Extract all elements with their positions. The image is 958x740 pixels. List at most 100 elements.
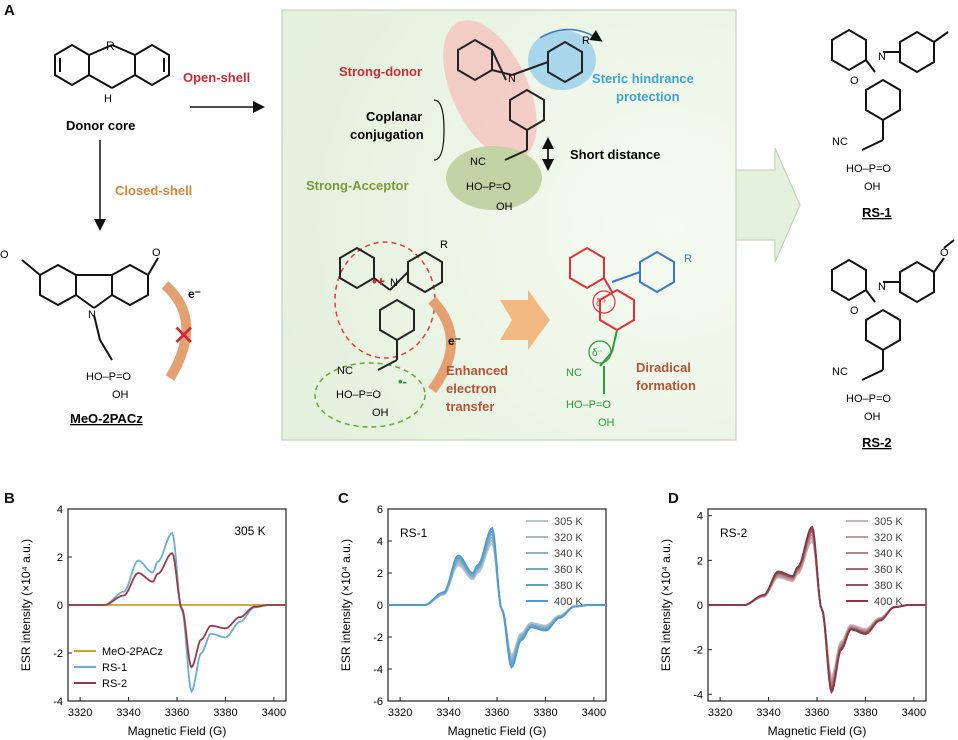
- rs-core-structure: [457, 38, 583, 161]
- sample-annotation: RS-1: [400, 526, 428, 540]
- legend-label: 400 K: [874, 596, 903, 608]
- short-distance-label: Short distance: [570, 147, 660, 162]
- diradical-r: R: [684, 253, 692, 265]
- delta-plus-circle: [592, 290, 616, 314]
- chart-b: 3320 3340 3360 3380 3400 -4 -2 0 2 4 Magnetic Fiel…: [19, 504, 287, 738]
- donor-core-r-atom: R: [106, 39, 115, 53]
- y-tick-label: -4: [53, 696, 63, 708]
- enhanced-label-1: Enhanced: [446, 363, 508, 378]
- steric-label-2: protection: [616, 89, 680, 104]
- meo-blocked-arrow: [161, 281, 192, 381]
- rs-core-nc: NC: [470, 156, 486, 168]
- rs-2-structure: [831, 239, 955, 381]
- y-axis-label: ESR intensity (×10⁴ a.u.): [659, 539, 673, 671]
- lower-r: R: [440, 239, 448, 251]
- diradical-label-2: formation: [636, 378, 696, 393]
- delta-minus-circle: [588, 340, 612, 364]
- y-tick-label: 6: [377, 504, 383, 516]
- x-tick-label: 3380: [213, 707, 237, 719]
- x-tick-label: 3400: [902, 707, 926, 719]
- series-line-400-k: [708, 525, 926, 695]
- x-tick-label: 3340: [116, 707, 140, 719]
- rs-core-n: N: [508, 73, 516, 85]
- rs1-nc: NC: [832, 136, 848, 148]
- diradical-nc: NC: [566, 367, 582, 379]
- strong-acceptor-label: Strong-Acceptor: [306, 178, 409, 193]
- rs-core-r: R: [582, 35, 590, 47]
- diradical-oh: OH: [598, 417, 615, 429]
- x-tick-label: 3400: [262, 707, 286, 719]
- y-tick-label: -4: [693, 689, 703, 701]
- panel-letter-a: A: [4, 2, 15, 19]
- x-tick-label: 3380: [533, 707, 557, 719]
- blocked-cross-icon: ✕: [172, 320, 195, 351]
- sample-annotation: RS-2: [720, 526, 748, 540]
- x-axis-label: Magnetic Field (G): [768, 724, 867, 738]
- legend-label: 305 K: [554, 516, 583, 528]
- y-axis-label: ESR intensity (×10⁴ a.u.): [19, 539, 33, 671]
- rs1-n: N: [878, 51, 886, 63]
- donor-core-structure: [54, 43, 170, 89]
- y-tick-label: 4: [377, 536, 383, 548]
- delta-minus-label: δ⁻: [592, 348, 603, 359]
- acceptor-highlight: [446, 146, 542, 210]
- acceptor-dashed-circle: [314, 362, 426, 428]
- x-tick-label: 3360: [165, 707, 189, 719]
- radical-anion-mark: •-: [398, 374, 407, 389]
- y-tick-label: 0: [57, 600, 63, 612]
- chart-d: 3320 3340 3360 3380 3400 -4 -2 0 2 4 Magnetic Fiel…: [659, 508, 927, 738]
- x-axis-label: Magnetic Field (G): [128, 724, 227, 738]
- diradical-structure: [569, 246, 675, 394]
- series-line-rs-1: [68, 531, 286, 694]
- x-tick-label: 3320: [708, 707, 732, 719]
- x-tick-label: 3400: [582, 707, 606, 719]
- diradical-po: HO–P=O: [566, 399, 611, 411]
- steric-highlight: [528, 30, 596, 90]
- legend-label: 320 K: [554, 532, 583, 544]
- y-tick-label: 0: [697, 600, 703, 612]
- legend-label: 305 K: [874, 516, 903, 528]
- x-tick-label: 3380: [853, 707, 877, 719]
- x-tick-label: 3320: [388, 707, 412, 719]
- donor-core-label: Donor core: [66, 118, 135, 133]
- diradical-arrow: [500, 290, 550, 350]
- rs2-oh: OH: [864, 411, 881, 423]
- rs1-oh: OH: [864, 181, 881, 193]
- delta-plus-label: δ⁺: [596, 298, 607, 309]
- rs-core-po: HO–P=O: [466, 181, 511, 193]
- rs1-po: HO–P=O: [846, 163, 891, 175]
- series-line-rs-2: [68, 552, 286, 669]
- closed-shell-label: Closed-shell: [115, 183, 192, 198]
- y-tick-label: 2: [377, 568, 383, 580]
- lower-oh: OH: [372, 407, 389, 419]
- x-tick-label: 3340: [756, 707, 780, 719]
- open-shell-label: Open-shell: [183, 70, 250, 85]
- enhanced-label-3: transfer: [446, 399, 494, 414]
- legend-label: RS-2: [102, 678, 127, 690]
- strong-donor-label: Strong-donor: [339, 64, 422, 79]
- y-tick-label: -4: [373, 664, 383, 676]
- donor-highlight: [443, 20, 537, 160]
- panel-a-scheme: R H Donor core Open-shell Closed-shell O…: [0, 9, 955, 450]
- legend-label: 320 K: [874, 532, 903, 544]
- temperature-annotation: 305 K: [234, 524, 265, 538]
- y-tick-label: 4: [57, 504, 63, 516]
- donor-core-nh-atom: H: [104, 93, 112, 105]
- y-tick-label: 2: [697, 555, 703, 567]
- rs2-o: O: [850, 305, 859, 317]
- transfer-electron: e⁻: [448, 334, 461, 348]
- coplanar-label-2: conjugation: [350, 127, 424, 142]
- panel-letter-d: D: [668, 490, 679, 507]
- legend-label: 400 K: [554, 596, 583, 608]
- rs2-n: N: [878, 281, 886, 293]
- meo-electron: e⁻: [188, 287, 201, 301]
- y-tick-label: -2: [373, 632, 383, 644]
- lower-po: HO–P=O: [336, 389, 381, 401]
- chart-c: 3320 3340 3360 3380 3400 -6 -4 -2 0 2 4 6 Magnetic F…: [339, 504, 607, 738]
- electron-transfer-arrow: [427, 296, 456, 394]
- lower-nc: NC: [337, 365, 353, 377]
- meo-left-o: O: [0, 249, 9, 261]
- y-axis-label: ESR intensity (×10⁴ a.u.): [339, 539, 353, 671]
- legend-label: MeO-2PACz: [102, 646, 163, 658]
- diradical-label-1: Diradical: [636, 360, 691, 375]
